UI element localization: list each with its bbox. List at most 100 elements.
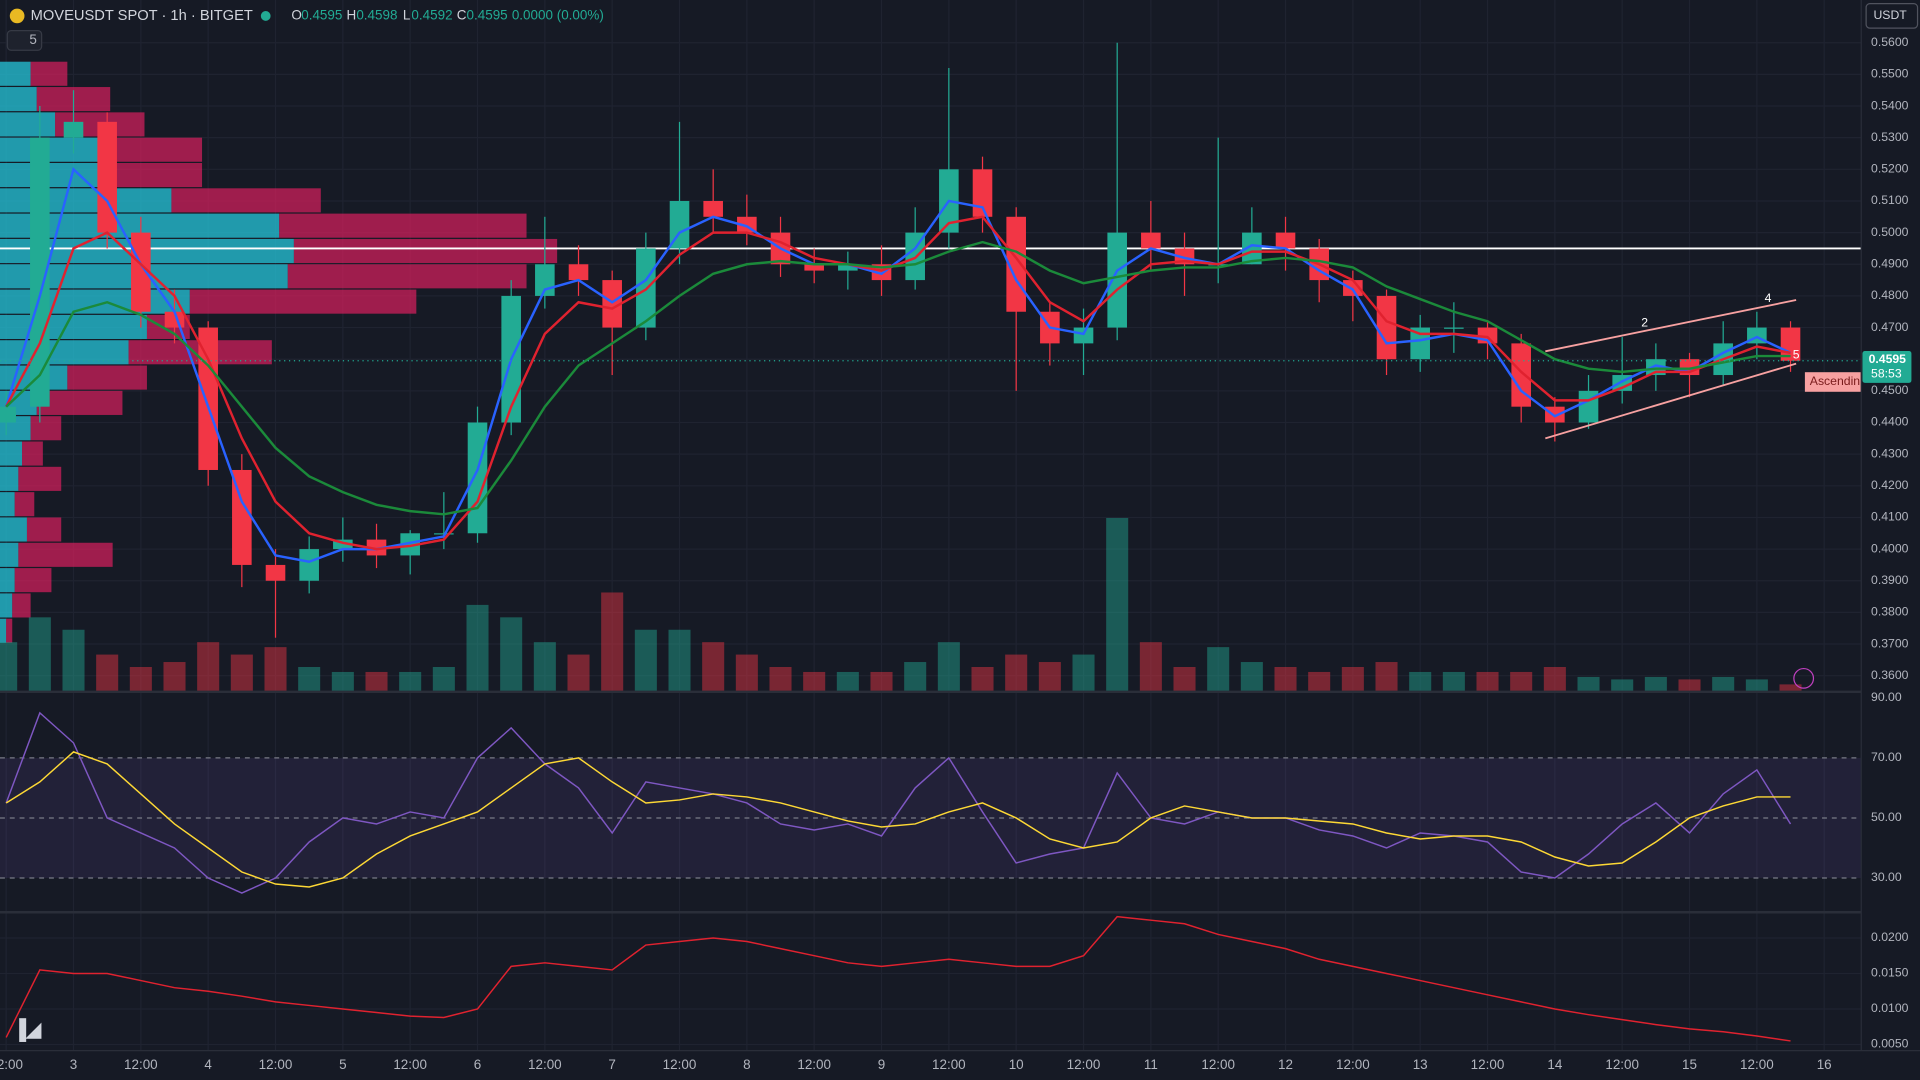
x-tick-label: 12:00 bbox=[797, 1057, 831, 1072]
channel-line bbox=[1545, 362, 1797, 440]
x-tick-label: 12:00 bbox=[393, 1057, 427, 1072]
volume-bar bbox=[533, 642, 556, 692]
candle-body bbox=[400, 533, 420, 556]
profile-buy bbox=[0, 618, 7, 643]
candle-body bbox=[972, 169, 993, 217]
x-tick-label: 9 bbox=[878, 1057, 885, 1072]
volume-bar bbox=[1712, 676, 1735, 692]
volume-bar bbox=[702, 642, 725, 692]
volume-bar bbox=[163, 662, 186, 692]
volume-bar bbox=[1173, 666, 1196, 692]
profile-sell bbox=[110, 137, 203, 162]
profile-sell bbox=[22, 441, 43, 466]
y-tick-label: 50.00 bbox=[1871, 810, 1902, 824]
profile-buy bbox=[0, 112, 56, 137]
volume-bar bbox=[264, 647, 287, 692]
countdown: 58:53 bbox=[1871, 366, 1902, 380]
candle-body bbox=[1073, 327, 1094, 344]
x-tick-label: 15 bbox=[1682, 1057, 1697, 1072]
x-tick-label: 11 bbox=[1144, 1057, 1158, 1072]
volume-bar bbox=[1476, 671, 1499, 692]
grid bbox=[0, 0, 1862, 1051]
alert-icon[interactable] bbox=[1793, 667, 1815, 689]
profile-sell bbox=[279, 213, 527, 238]
y-tick-label: 0.4800 bbox=[1871, 288, 1909, 302]
profile-sell bbox=[67, 365, 147, 390]
candle-body bbox=[299, 549, 319, 581]
candle-body bbox=[602, 280, 622, 328]
profile-sell bbox=[6, 618, 13, 643]
y-tick-label: 70.00 bbox=[1871, 750, 1902, 764]
volume-bar bbox=[904, 662, 927, 692]
pattern-label: Ascendin bbox=[1810, 374, 1861, 388]
volume-bar bbox=[1644, 676, 1667, 692]
candle-body bbox=[366, 539, 387, 556]
indicator-toggle[interactable] bbox=[6, 30, 43, 51]
volume-bar bbox=[1375, 662, 1398, 692]
candle-body bbox=[1444, 327, 1464, 329]
candle-body bbox=[232, 469, 252, 565]
volume-bar bbox=[1678, 679, 1701, 692]
volume-bar bbox=[937, 642, 960, 692]
logo: ▐◢ bbox=[12, 1018, 42, 1042]
x-tick-label: 14 bbox=[1547, 1057, 1562, 1072]
y-tick-label: 0.5200 bbox=[1871, 162, 1909, 176]
volume-bar bbox=[1139, 642, 1162, 692]
volume-bar bbox=[735, 654, 758, 692]
profile-sell bbox=[30, 416, 62, 441]
candle-body bbox=[568, 264, 589, 281]
last-price-label: 0.4595 bbox=[1869, 352, 1907, 366]
volume-bar bbox=[197, 642, 220, 692]
volume-bar bbox=[96, 654, 119, 692]
x-tick-label: 12 bbox=[1278, 1057, 1293, 1072]
candle-body bbox=[1242, 232, 1262, 265]
profile-buy bbox=[0, 466, 19, 491]
y-tick-label: 0.0200 bbox=[1871, 930, 1909, 944]
candle-body bbox=[131, 232, 151, 312]
status-dot bbox=[260, 11, 271, 21]
volume-bar bbox=[365, 671, 388, 692]
y-tick-label: 30.00 bbox=[1871, 870, 1902, 884]
ohlc-value: 0.4595 bbox=[301, 7, 342, 22]
volume-bar bbox=[1240, 662, 1263, 692]
candle-body bbox=[1343, 280, 1363, 296]
volume-bar bbox=[62, 629, 85, 692]
y-tick-label: 90.00 bbox=[1871, 690, 1902, 704]
candle-body bbox=[265, 564, 286, 581]
profile-sell bbox=[293, 238, 558, 264]
currency[interactable]: USDT bbox=[1873, 8, 1907, 22]
y-tick-label: 0.5600 bbox=[1871, 35, 1909, 49]
x-tick-label: 12:00 bbox=[1067, 1057, 1101, 1072]
y-tick-label: 0.5000 bbox=[1871, 225, 1909, 239]
ohlc-value: 0.4595 bbox=[467, 7, 508, 22]
y-tick-label: 0.4000 bbox=[1871, 541, 1909, 555]
y-tick-label: 0.3800 bbox=[1871, 605, 1909, 619]
profile-sell bbox=[110, 162, 203, 188]
candle-body bbox=[1511, 343, 1531, 407]
candle-body bbox=[1376, 295, 1397, 360]
volume-bar bbox=[668, 629, 691, 692]
profile-sell bbox=[14, 492, 35, 517]
pattern-point: 2 bbox=[1641, 316, 1648, 330]
volume-bar bbox=[1038, 662, 1061, 692]
candle-body bbox=[1107, 232, 1127, 328]
candle-body bbox=[1141, 232, 1161, 249]
x-tick-label: 12:00 bbox=[1740, 1057, 1774, 1072]
pattern-point: 4 bbox=[1765, 291, 1772, 305]
x-tick-label: 12:00 bbox=[259, 1057, 293, 1072]
volume-bar bbox=[1106, 517, 1129, 692]
volume-bar bbox=[230, 654, 253, 692]
candle-body bbox=[703, 200, 723, 217]
volume-bar bbox=[601, 592, 624, 692]
indicator-count[interactable]: 5 bbox=[29, 32, 36, 47]
candle-body bbox=[97, 121, 117, 233]
volume-bar bbox=[1510, 671, 1533, 692]
volume-bar bbox=[769, 666, 792, 692]
currency-button[interactable] bbox=[1865, 3, 1919, 29]
y-tick-label: 0.5400 bbox=[1871, 98, 1909, 112]
volume-bar bbox=[28, 617, 51, 692]
volume-bar bbox=[432, 666, 455, 692]
